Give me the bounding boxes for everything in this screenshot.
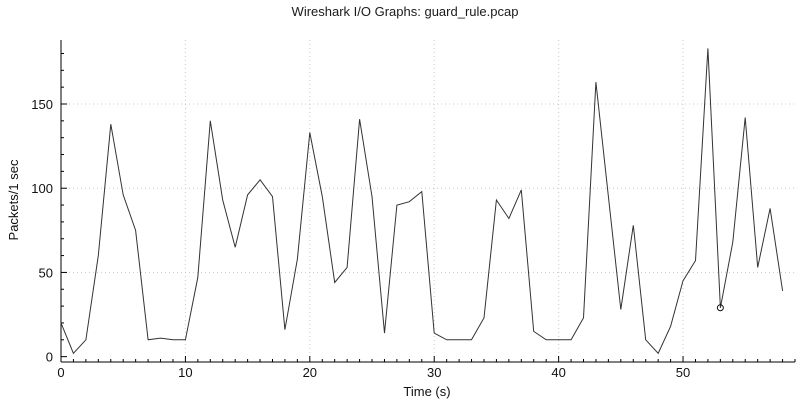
y-tick-label: 0 <box>46 350 53 365</box>
cursor-marker <box>716 304 724 312</box>
series-layer <box>60 48 784 355</box>
y-tick-label: 50 <box>39 265 53 280</box>
x-tick-label: 20 <box>303 365 317 380</box>
x-tick-label: 40 <box>551 365 565 380</box>
x-tick-label: 30 <box>427 365 441 380</box>
x-tick-label: 10 <box>178 365 192 380</box>
x-tick-label: 50 <box>676 365 690 380</box>
x-axis-label: Time (s) <box>403 384 450 399</box>
grid-lines <box>61 40 795 360</box>
axes <box>60 40 796 363</box>
x-tick-label: 0 <box>57 365 64 380</box>
y-tick-label: 100 <box>31 181 53 196</box>
tick-labels: 0 10 20 30 40 50 0 50 100 150 <box>31 97 690 380</box>
chart-title: Wireshark I/O Graphs: guard_rule.pcap <box>291 4 519 19</box>
y-tick-label: 150 <box>31 97 53 112</box>
y-axis-label: Packets/1 sec <box>6 159 21 240</box>
data-line <box>60 48 784 355</box>
